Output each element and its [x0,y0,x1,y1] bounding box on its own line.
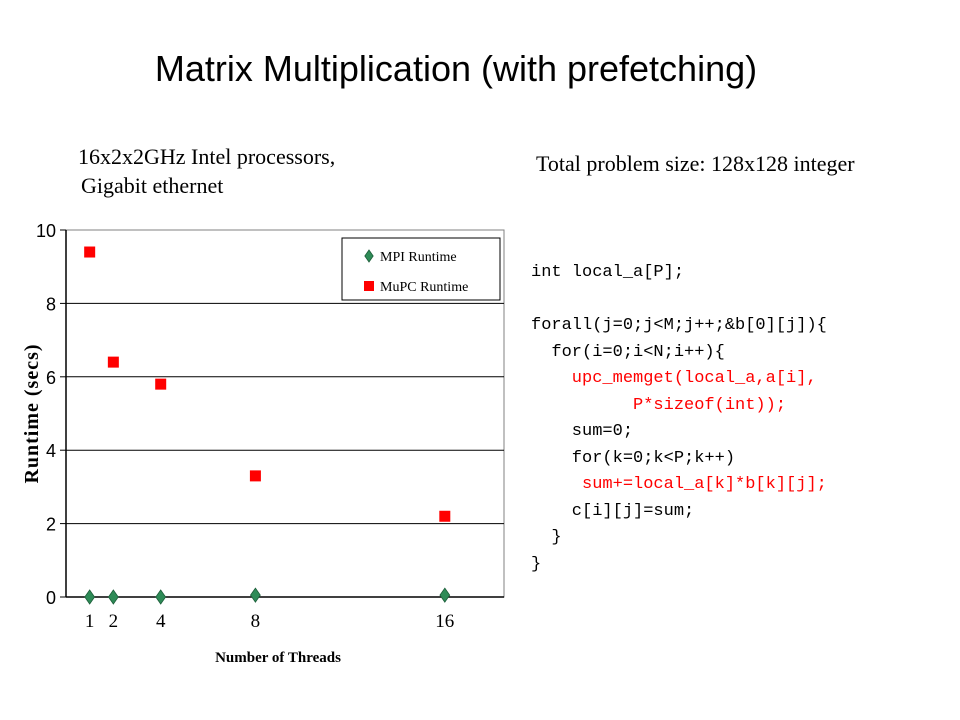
problem-size-label: Total problem size: 128x128 integer [536,151,855,176]
mupc-runtime-point [439,510,451,522]
code-line: sum=0; [531,422,634,441]
mupc-runtime-point [107,356,119,368]
mpi-runtime-point [155,589,167,605]
hardware-line-1: 16x2x2GHz Intel processors, [78,144,336,169]
mpi-runtime-point [84,589,96,605]
mupc-runtime-point [155,378,167,390]
y-tick-label: 2 [46,515,56,535]
code-line: int local_a[P]; [531,263,685,282]
x-tick-label: 8 [251,611,261,632]
y-tick-label: 6 [46,368,56,388]
code-line: } [531,554,542,574]
code-line [531,287,827,314]
legend-label: MuPC Runtime [380,280,468,295]
y-tick-label: 0 [46,588,56,608]
code-line: sum+=local_a[k]*b[k][j]; [531,475,827,494]
mpi-runtime-point [439,587,451,603]
legend-label: MPI Runtime [380,250,457,265]
mupc-runtime-point [249,470,261,482]
x-tick-label: 2 [109,611,119,632]
hardware-description: 16x2x2GHz Intel processors, Gigabit ethe… [78,142,335,200]
y-tick-label: 10 [36,221,56,241]
code-line: } [531,528,562,547]
code-line: for(k=0;k<P;k++) [531,448,736,468]
code-line: P*sizeof(int)); [531,395,787,415]
code-line: for(i=0;i<N;i++){ [531,342,725,362]
code-line: forall(j=0;j<M;j++;&b[0][j]){ [531,316,827,335]
code-listing: int local_a[P]; forall(j=0;j<M;j++;&b[0]… [531,260,827,578]
legend-marker-mpi [364,249,374,263]
y-axis-label: Runtime (secs) [21,343,43,483]
mpi-runtime-point [107,589,119,605]
x-axis-label: Number of Threads [215,650,341,666]
legend-box [341,237,501,301]
code-line: c[i][j]=sum; [531,501,695,521]
x-tick-label: 1 [85,611,95,632]
code-line: upc_memget(local_a,a[i], [531,369,817,388]
slide-title: Matrix Multiplication (with prefetching) [154,48,758,89]
mpi-runtime-point [250,587,261,603]
hardware-line-2: Gigabit ethernet [81,173,224,198]
mupc-runtime-point [84,246,96,258]
x-tick-label: 4 [156,611,166,632]
x-tick-label: 16 [435,611,454,632]
y-tick-label: 8 [46,294,56,314]
y-tick-label: 4 [46,441,56,461]
legend-marker-mupc [364,281,374,291]
